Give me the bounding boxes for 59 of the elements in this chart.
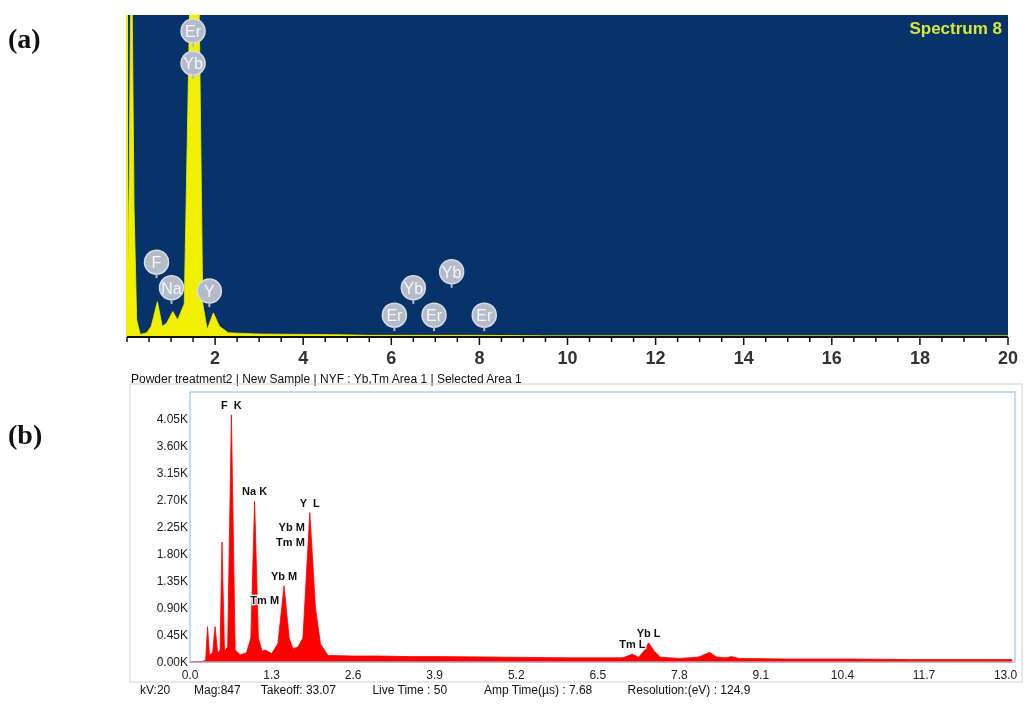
x-tick-label: 6: [386, 348, 397, 368]
text: Amp Time(µs) : 7.68: [484, 683, 593, 697]
y-tick-label: 3.15K: [156, 466, 188, 480]
annotation: Yb: [441, 263, 462, 281]
x-tick-label: 18: [909, 348, 930, 368]
x-tick-label: 12: [645, 348, 666, 368]
text: Live Time : 50: [372, 683, 448, 697]
annotation: Er: [476, 307, 493, 325]
annotation: Er: [426, 307, 443, 325]
annotation: Yb: [403, 279, 424, 297]
annotation: F K: [221, 398, 242, 411]
text: kV:20: [140, 683, 171, 697]
annotation: Yb M: [278, 520, 305, 533]
annotation: Tm M: [276, 535, 305, 548]
text: (a): [8, 23, 41, 54]
y-tick-label: 2.70K: [156, 493, 188, 507]
text: (b): [8, 419, 43, 450]
annotation: Y L: [299, 496, 321, 509]
x-tick-label: 8: [474, 348, 485, 368]
x-tick-label: 1.3: [263, 668, 281, 682]
y-tick-label: 0.45K: [156, 628, 188, 642]
annotation: Y: [204, 283, 216, 301]
x-tick-label: 7.8: [671, 668, 689, 682]
y-tick-label: 3.60K: [156, 439, 188, 453]
y-tick-label: 0.00K: [156, 655, 188, 669]
x-tick-label: 10.4: [830, 668, 855, 682]
x-tick-label: 6.5: [589, 668, 607, 682]
annotation: Yb: [183, 55, 203, 73]
x-tick-label: 9.1: [752, 668, 770, 682]
x-tick-label: 20: [997, 348, 1019, 368]
x-tick-label: 5.2: [507, 668, 525, 682]
text: Powder treatment2 | New Sample | NYF : Yb,Tm Area 1 | Selected Area 1: [131, 372, 522, 386]
x-tick-label: 13.0: [993, 668, 1018, 682]
annotation: Na: [161, 279, 182, 297]
annotation: Na K: [242, 485, 268, 498]
annotation: Yb L: [636, 626, 661, 639]
y-tick-label: 4.05K: [156, 412, 188, 426]
x-tick-label: 11.7: [912, 668, 936, 682]
annotation: Er: [185, 23, 202, 41]
annotation: Tm L: [619, 638, 646, 651]
text: Resolution:(eV) : 124.9: [627, 683, 751, 697]
x-tick-label: 4: [298, 348, 309, 368]
x-tick-label: 2.6: [344, 668, 362, 682]
y-tick-label: 0.90K: [156, 601, 188, 615]
x-tick-label: 0.0: [181, 668, 199, 682]
text: Takeoff: 33.07: [260, 683, 337, 697]
x-tick-label: 16: [821, 348, 842, 368]
y-tick-label: 2.25K: [156, 520, 188, 534]
x-tick-label: 3.9: [426, 668, 444, 682]
x-tick-label: 2: [210, 348, 221, 368]
x-tick-label: 10: [557, 348, 578, 368]
y-tick-label: 1.35K: [156, 574, 188, 588]
annotation: Er: [386, 307, 404, 325]
annotation: Yb M: [270, 569, 298, 582]
annotation: F: [151, 254, 162, 272]
text: Mag:847: [194, 683, 242, 697]
chart-title: Spectrum 8: [909, 19, 1002, 38]
x-tick-label: 14: [733, 348, 754, 368]
y-tick-label: 1.80K: [156, 547, 188, 561]
